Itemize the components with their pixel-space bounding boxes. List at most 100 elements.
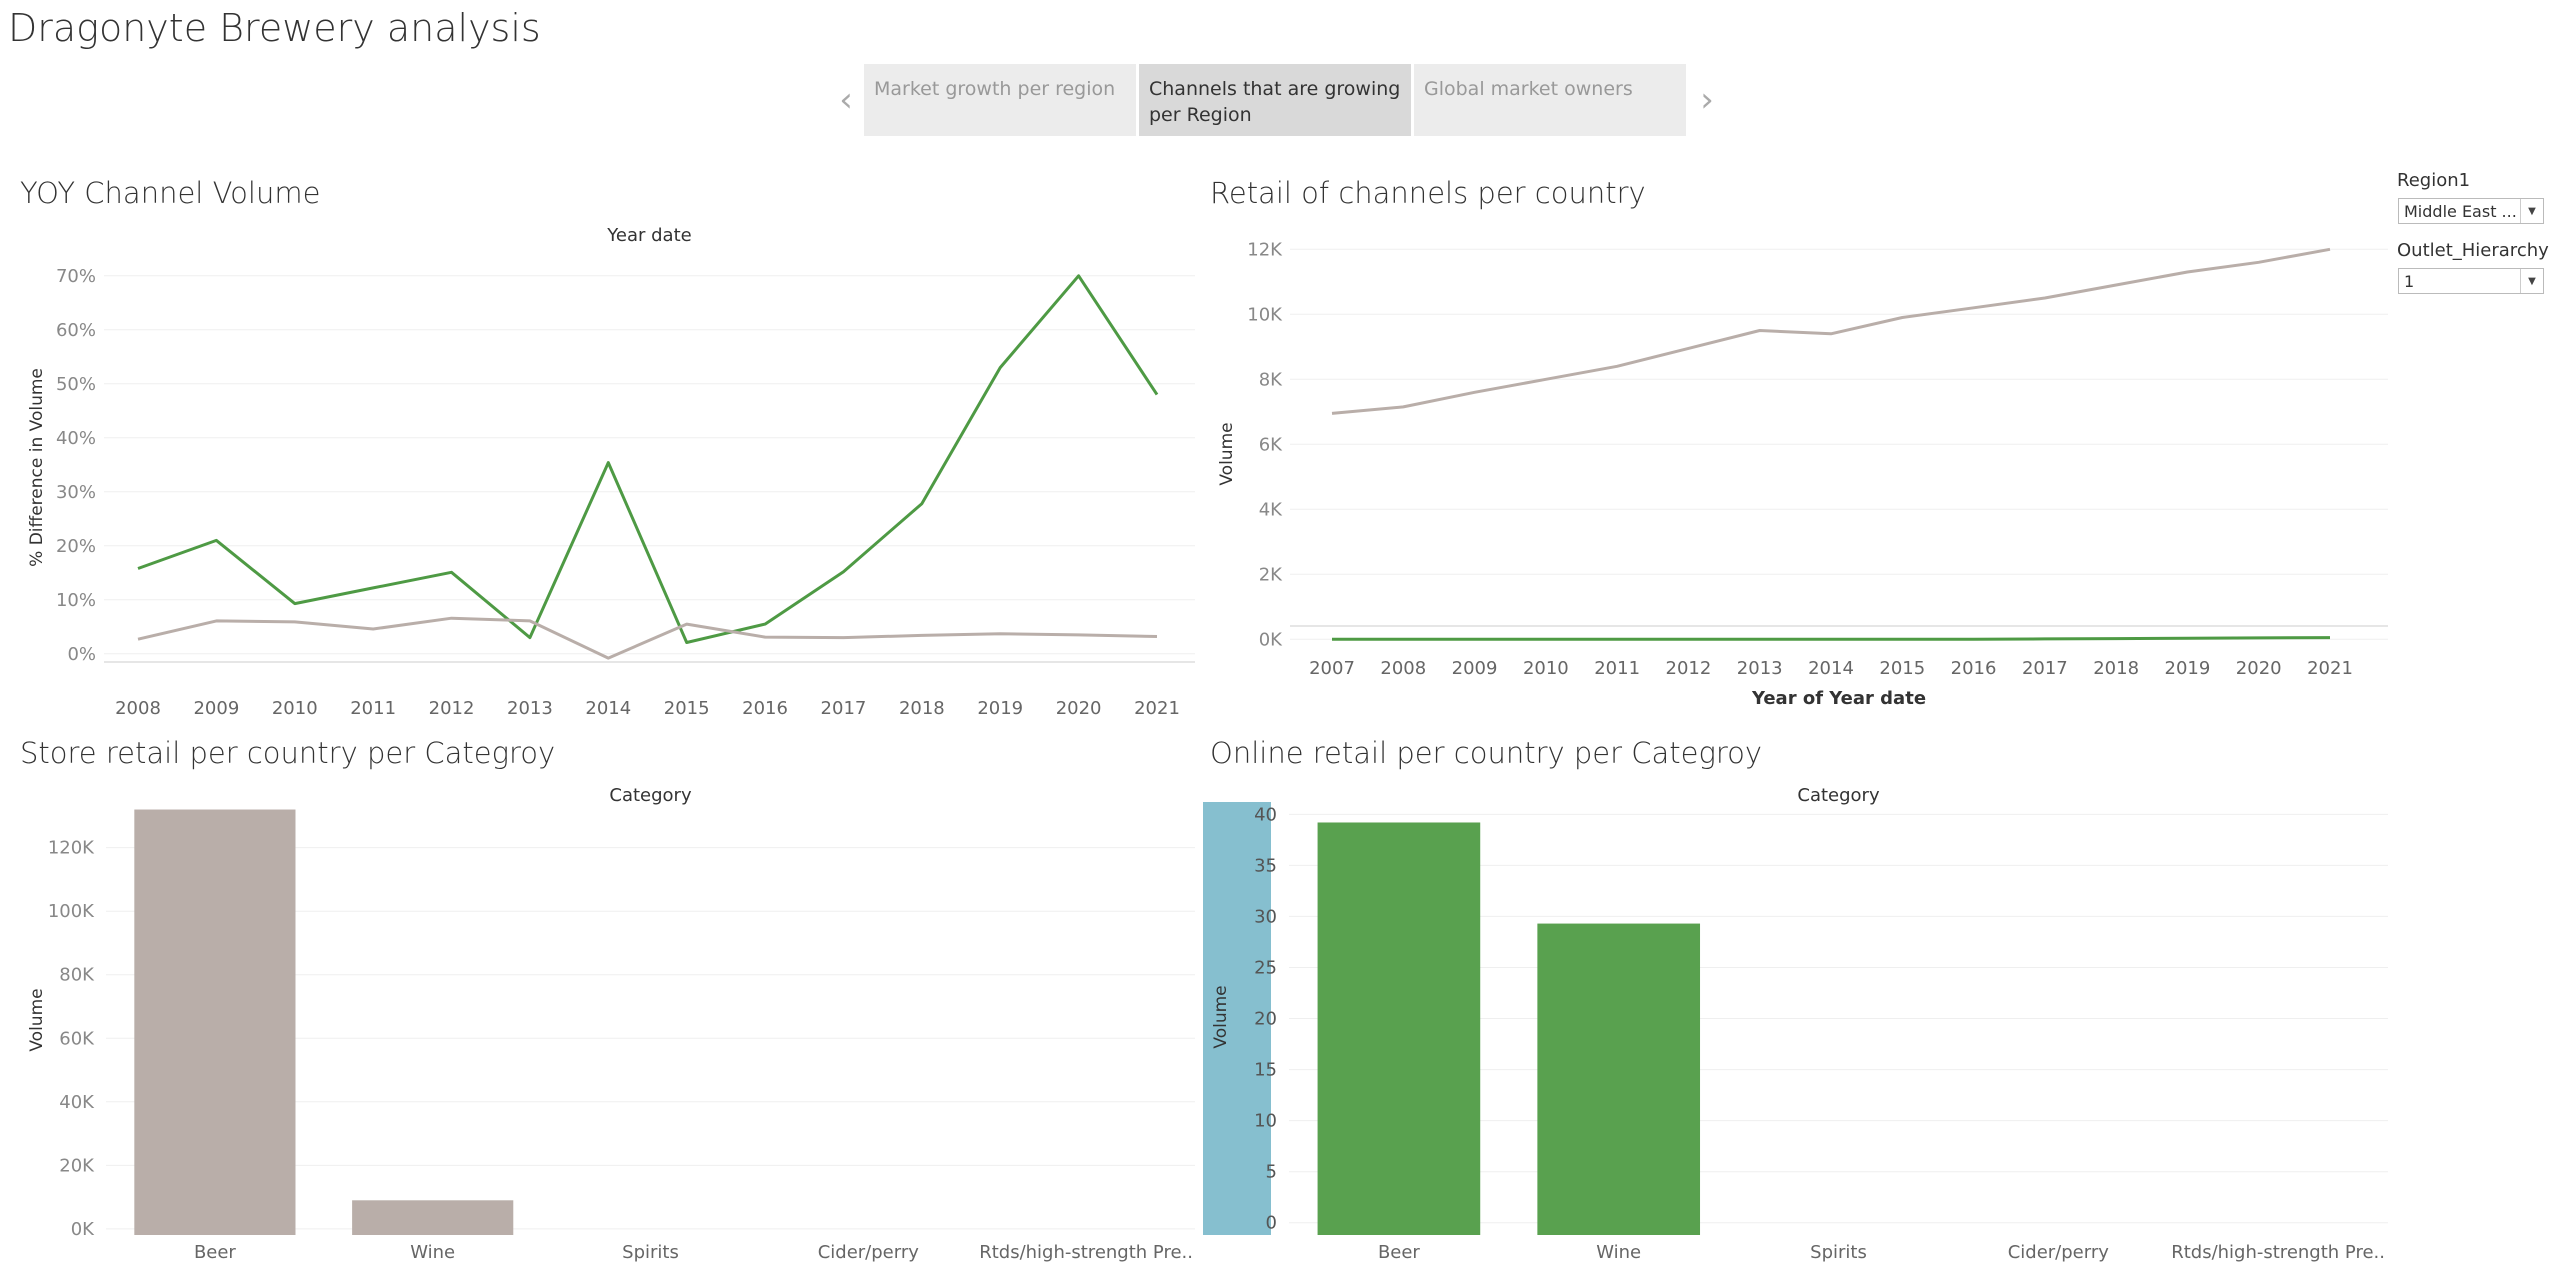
region-filter-dropdown[interactable]: Middle East ... ▼ bbox=[2398, 198, 2544, 224]
x-tick-label: 2018 bbox=[2093, 658, 2139, 679]
y-tick-label: 12K bbox=[1247, 239, 1283, 260]
x-tick-label: 2009 bbox=[193, 698, 239, 719]
x-tick-label: Rtds/high-strength Pre.. bbox=[979, 1242, 1193, 1263]
y-tick-label: 10 bbox=[1254, 1111, 1277, 1132]
x-tick-label: 2021 bbox=[2307, 658, 2353, 679]
y-tick-label: 8K bbox=[1259, 369, 1283, 390]
axis-title-top: Category bbox=[1797, 785, 1880, 806]
x-tick-label: 2010 bbox=[1523, 658, 1569, 679]
x-tick-label: 2007 bbox=[1309, 658, 1355, 679]
x-tick-label: Wine bbox=[1596, 1242, 1641, 1263]
selected-axis-highlight bbox=[1203, 802, 1271, 1235]
yoy-chart-title: YOY Channel Volume bbox=[20, 176, 321, 210]
y-tick-label: 40K bbox=[59, 1092, 95, 1113]
dropdown-arrow-icon[interactable]: ▼ bbox=[2520, 269, 2543, 293]
y-tick-label: 60% bbox=[56, 320, 96, 341]
x-tick-label: 2008 bbox=[115, 698, 161, 719]
online-retail-chart: 0 5 10 15 20 25 30 35 40 Beer Wine Spirits Cider/per… bbox=[1203, 785, 2388, 1263]
y-tick-label: 0K bbox=[71, 1219, 95, 1240]
x-tick-label: 2011 bbox=[350, 698, 396, 719]
story-point-channels-growing[interactable]: Channels that are growing per Region bbox=[1139, 64, 1414, 136]
y-tick-label: 100K bbox=[48, 901, 95, 922]
x-tick-label: Wine bbox=[410, 1242, 455, 1263]
x-tick-label: Cider/perry bbox=[2008, 1242, 2110, 1263]
x-tick-label: 2013 bbox=[1737, 658, 1783, 679]
y-tick-label: 50% bbox=[56, 374, 96, 395]
story-point-global-market-owners[interactable]: Global market owners bbox=[1414, 64, 1689, 136]
y-tick-label: 80K bbox=[59, 965, 95, 986]
series-line bbox=[137, 616, 1158, 660]
x-axis-title: Year of Year date bbox=[1751, 688, 1926, 709]
y-tick-label: 40 bbox=[1254, 804, 1277, 825]
story-navigator: ‹ Market growth per region Channels that… bbox=[828, 64, 1725, 136]
x-tick-label: 2017 bbox=[2022, 658, 2068, 679]
series-line bbox=[137, 274, 1159, 644]
retail-chart-title: Retail of channels per country bbox=[1210, 176, 1646, 210]
y-tick-label: 20 bbox=[1254, 1009, 1277, 1030]
axis-title-top: Year date bbox=[606, 225, 691, 246]
x-tick-label: Beer bbox=[1378, 1242, 1420, 1263]
y-tick-label: 10K bbox=[1247, 304, 1283, 325]
x-tick-label: 2010 bbox=[272, 698, 318, 719]
region-filter-label: Region1 bbox=[2397, 170, 2471, 191]
x-tick-label: 2009 bbox=[1452, 658, 1498, 679]
y-tick-label: 120K bbox=[48, 838, 95, 859]
y-axis-title: Volume bbox=[1217, 422, 1237, 485]
y-tick-label: 15 bbox=[1254, 1060, 1277, 1081]
y-tick-label: 70% bbox=[56, 266, 96, 287]
x-tick-label: Beer bbox=[194, 1242, 236, 1263]
y-tick-label: 60K bbox=[59, 1028, 95, 1049]
chevron-left-icon[interactable]: ‹ bbox=[839, 80, 853, 120]
y-tick-label: 30 bbox=[1254, 906, 1277, 927]
store-retail-chart-title: Store retail per country per Categroy bbox=[20, 736, 556, 770]
yoy-channel-volume-chart: 0% 10% 20% 30% 40% 50% 60% 70% 2008 2009 2010 2011 2… bbox=[27, 225, 1195, 719]
y-tick-label: 5 bbox=[1266, 1162, 1277, 1183]
chevron-right-icon[interactable]: › bbox=[1700, 80, 1714, 120]
y-tick-label: 10% bbox=[56, 590, 96, 611]
x-tick-label: 2018 bbox=[899, 698, 945, 719]
series-line bbox=[1332, 636, 2331, 641]
x-tick-label: 2021 bbox=[1134, 698, 1180, 719]
x-tick-label: 2016 bbox=[1951, 658, 1997, 679]
y-tick-label: 30% bbox=[56, 482, 96, 503]
y-tick-label: 40% bbox=[56, 428, 96, 449]
x-tick-label: 2014 bbox=[1808, 658, 1854, 679]
y-axis-title: % Difference in Volume bbox=[27, 368, 47, 567]
x-tick-label: Cider/perry bbox=[818, 1242, 920, 1263]
x-tick-label: 2016 bbox=[742, 698, 788, 719]
retail-channels-chart: 0K 2K 4K 6K 8K 10K 12K 2007 2008 2009 2010 2011 2012… bbox=[1217, 239, 2388, 709]
bar bbox=[352, 1200, 514, 1235]
y-tick-label: 0% bbox=[67, 644, 96, 665]
x-tick-label: Rtds/high-strength Pre.. bbox=[2171, 1242, 2385, 1263]
x-tick-label: 2020 bbox=[2236, 658, 2282, 679]
x-tick-label: 2015 bbox=[664, 698, 710, 719]
y-tick-label: 4K bbox=[1259, 499, 1283, 520]
y-tick-label: 2K bbox=[1259, 564, 1283, 585]
outlet-filter-label: Outlet_Hierarchy bbox=[2397, 240, 2549, 261]
region-filter-value: Middle East ... bbox=[2404, 202, 2517, 221]
dropdown-arrow-icon[interactable]: ▼ bbox=[2520, 199, 2543, 223]
x-tick-label: 2012 bbox=[1666, 658, 1712, 679]
y-tick-label: 20% bbox=[56, 536, 96, 557]
store-retail-chart: 0K 20K 40K 60K 80K 100K 120K Beer Wine Spirits Cid… bbox=[27, 785, 1195, 1263]
dashboard-title: Dragonyte Brewery analysis bbox=[8, 6, 541, 50]
y-tick-label: 35 bbox=[1254, 855, 1277, 876]
y-tick-label: 20K bbox=[59, 1155, 95, 1176]
online-retail-chart-title: Online retail per country per Categroy bbox=[1210, 736, 1763, 770]
outlet-filter-dropdown[interactable]: 1 ▼ bbox=[2398, 268, 2544, 294]
story-point-market-growth[interactable]: Market growth per region bbox=[864, 64, 1139, 136]
axis-title-top: Category bbox=[609, 785, 692, 806]
outlet-filter-value: 1 bbox=[2404, 272, 2415, 291]
x-tick-label: 2012 bbox=[429, 698, 475, 719]
y-tick-label: 25 bbox=[1254, 957, 1277, 978]
x-tick-label: 2017 bbox=[821, 698, 867, 719]
x-tick-label: 2013 bbox=[507, 698, 553, 719]
x-tick-label: 2011 bbox=[1594, 658, 1640, 679]
x-tick-label: 2020 bbox=[1056, 698, 1102, 719]
x-tick-label: Spirits bbox=[622, 1242, 679, 1263]
y-axis-title: Volume bbox=[1211, 985, 1231, 1048]
y-tick-label: 6K bbox=[1259, 434, 1283, 455]
x-tick-label: 2015 bbox=[1879, 658, 1925, 679]
x-tick-label: 2019 bbox=[977, 698, 1023, 719]
x-tick-label: Spirits bbox=[1810, 1242, 1867, 1263]
